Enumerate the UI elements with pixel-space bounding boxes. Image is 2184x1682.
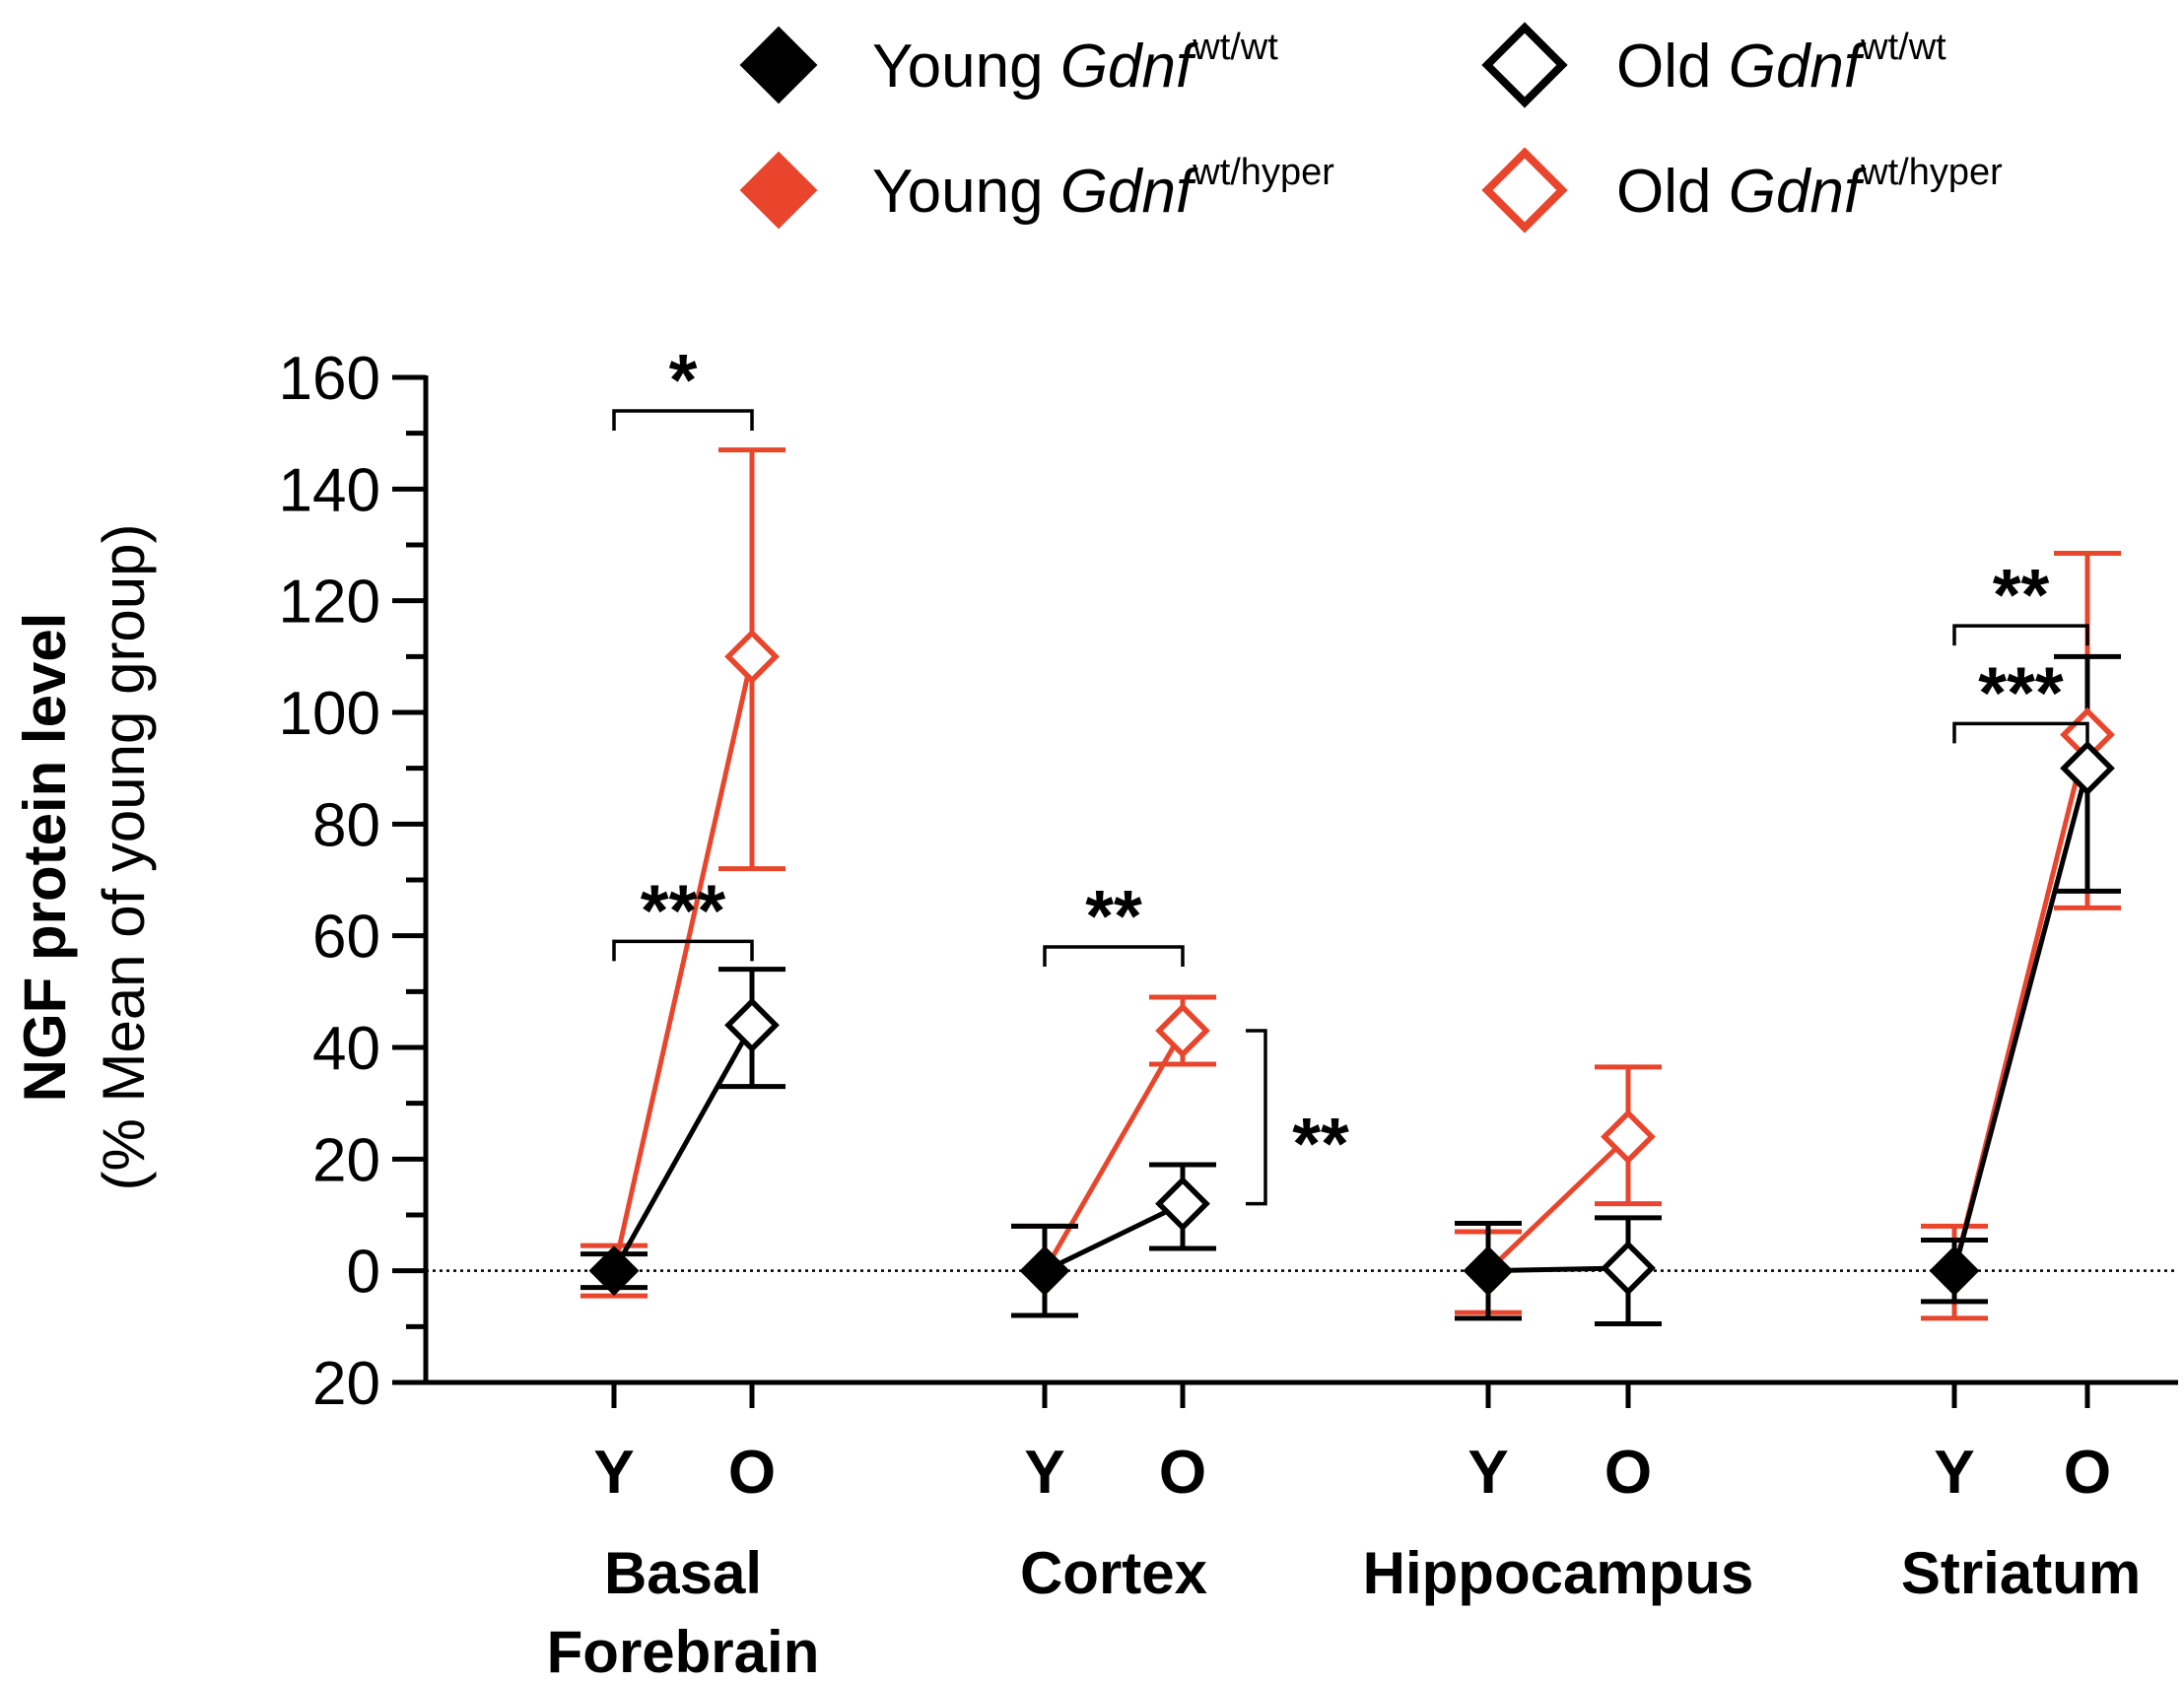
significance-label: **: [1292, 1103, 1349, 1184]
legend-label: Old Gdnfwt/hyper: [1616, 152, 2003, 226]
x-group-label: Hippocampus: [1363, 1540, 1754, 1606]
significance-bracket: [1246, 1029, 1267, 1206]
y-axis-subtitle: (% Mean of young group): [91, 523, 157, 1190]
y-tick-label: 160: [279, 345, 380, 413]
old-marker: [2060, 740, 2115, 796]
x-age-label: Y: [1024, 1439, 1064, 1507]
legend-item: Old Gdnfwt/hyper: [1481, 147, 2003, 234]
series-connector-line: [611, 655, 755, 1272]
significance-annotation: **: [1246, 1029, 1349, 1206]
significance-annotation: **: [1952, 554, 2089, 646]
x-age-label: Y: [593, 1439, 634, 1507]
y-tick-label: 120: [279, 569, 380, 637]
significance-label: ***: [1978, 651, 2064, 733]
significance-label: **: [1085, 875, 1142, 957]
y-tick-label: 60: [312, 904, 380, 972]
legend-item: Young Gdnfwt/hyper: [739, 151, 1334, 230]
legend-label: Old Gdnfwt/wt: [1616, 27, 1946, 101]
old-marker: [724, 997, 780, 1053]
young-marker: [1463, 1245, 1514, 1297]
significance-bracket: [1952, 624, 2089, 646]
y-tick-label: 40: [312, 1015, 380, 1083]
x-age-label: O: [728, 1439, 776, 1507]
old-marker: [1601, 1109, 1656, 1165]
legend-filled-diamond-icon: [739, 151, 818, 230]
x-age-label: O: [2064, 1439, 2111, 1507]
y-tick-label: 20: [312, 1126, 380, 1194]
significance-label: **: [1993, 554, 2050, 636]
x-age-label: O: [1604, 1439, 1652, 1507]
significance-annotation: ***: [612, 869, 754, 962]
old-marker: [1155, 1003, 1210, 1058]
x-group-label: Striatum: [1901, 1540, 2141, 1606]
old-marker: [724, 629, 780, 685]
legend-open-diamond-icon: [1481, 147, 1568, 234]
y-axis-title: NGF protein level: [12, 613, 78, 1103]
legend: Young Gdnfwt/wt Old Gdnfwt/wt Young Gdnfwt…: [739, 22, 2003, 234]
x-age-label: Y: [1467, 1439, 1508, 1507]
x-group-label: Cortex: [1020, 1540, 1207, 1606]
young-marker: [1929, 1245, 1980, 1297]
axes: 160 140 120 100 80 60 40 20 0 20 NGF protein level…: [12, 345, 2178, 1682]
old-marker: [1601, 1240, 1656, 1296]
young-marker: [588, 1245, 640, 1297]
young-marker: [1019, 1245, 1070, 1297]
y-tick-label: 20: [312, 1350, 380, 1418]
legend-item: Young Gdnfwt/wt: [739, 26, 1278, 104]
series-connector-line: [1486, 1134, 1630, 1273]
series-connector-line: [1042, 1029, 1186, 1272]
y-tick-label: 80: [312, 791, 380, 859]
plot-area: **** *********: [426, 339, 2178, 1326]
old-marker: [1155, 1176, 1210, 1232]
series-connector-line: [611, 1024, 755, 1272]
significance-label: *: [669, 339, 698, 421]
y-tick-label: 140: [279, 456, 380, 524]
legend-open-diamond-icon: [1481, 22, 1568, 108]
legend-item: Old Gdnfwt/wt: [1481, 22, 1946, 108]
legend-filled-diamond-icon: [739, 26, 818, 104]
significance-annotation: ***: [1952, 651, 2089, 744]
significance-bracket: [1952, 721, 2089, 744]
significance-bracket: [612, 939, 754, 962]
legend-label: Young Gdnfwt/hyper: [872, 152, 1334, 226]
x-age-label: O: [1159, 1439, 1206, 1507]
y-tick-label: 100: [279, 680, 380, 748]
significance-label: ***: [641, 869, 726, 951]
significance-annotation: *: [612, 339, 754, 431]
significance-annotation: **: [1043, 875, 1185, 967]
series-connector-line: [1951, 768, 2090, 1272]
x-group-label: Basal: [604, 1540, 762, 1606]
significance-bracket: [612, 409, 754, 431]
legend-label: Young Gdnfwt/wt: [872, 27, 1278, 101]
x-group-label-line2: Forebrain: [547, 1619, 820, 1682]
significance-bracket: [1043, 945, 1185, 967]
y-tick-label: 0: [347, 1239, 380, 1307]
x-age-label: Y: [1934, 1439, 1974, 1507]
series-connector-line: [1043, 1201, 1185, 1273]
